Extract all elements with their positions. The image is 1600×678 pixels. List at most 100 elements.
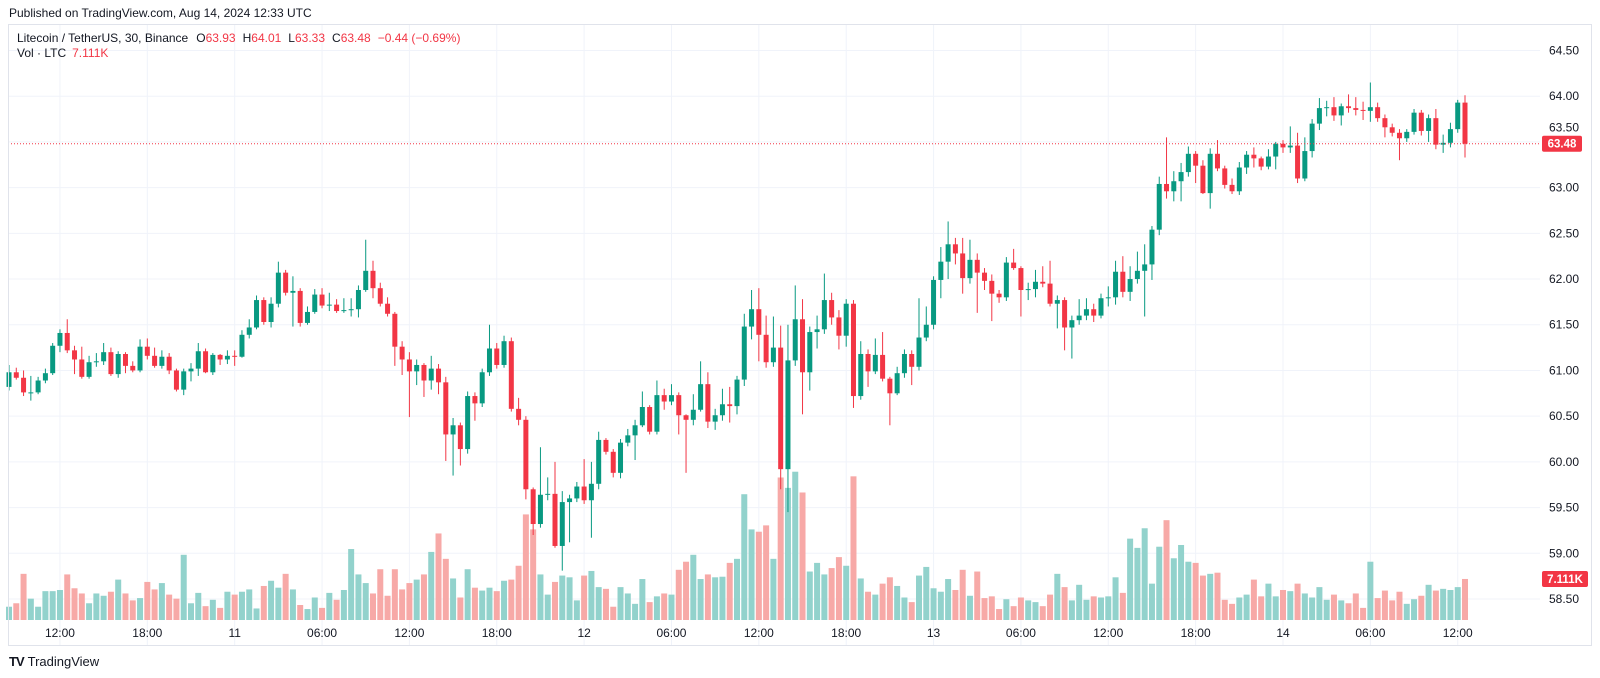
- candle-body: [1353, 108, 1359, 110]
- volume-bar: [217, 607, 224, 620]
- candle: [1091, 303, 1097, 322]
- volume-bar: [639, 579, 646, 620]
- candle-body: [428, 368, 434, 381]
- candle: [1324, 100, 1330, 117]
- candle-body: [1273, 143, 1279, 157]
- candle: [894, 366, 900, 396]
- candle-body: [712, 415, 718, 422]
- time-tick-label: 06:00: [307, 626, 337, 640]
- candle: [363, 239, 369, 292]
- candle: [290, 276, 296, 327]
- candle: [232, 350, 238, 366]
- volume-bar: [1272, 596, 1279, 620]
- candle-body: [661, 395, 667, 402]
- candle: [1222, 165, 1228, 189]
- volume-bar: [712, 577, 719, 620]
- current-price-label: 63.48: [1548, 139, 1577, 151]
- close-value: 63.48: [340, 31, 371, 45]
- volume-bar: [428, 551, 435, 620]
- candle-body: [967, 259, 973, 279]
- candle: [428, 355, 434, 390]
- volume-label[interactable]: Vol · LTC: [17, 46, 67, 60]
- candle-body: [130, 365, 136, 371]
- volume-bar: [151, 589, 158, 620]
- candle: [334, 299, 340, 313]
- close-label: C: [332, 31, 341, 45]
- candle: [122, 352, 128, 374]
- candle: [1200, 160, 1206, 195]
- volume-bar: [1374, 598, 1381, 620]
- volume-bar: [1425, 584, 1432, 620]
- candle: [1287, 126, 1293, 153]
- time-tick-label: 06:00: [1006, 626, 1036, 640]
- candle-body: [741, 326, 747, 380]
- volume-bar: [275, 587, 282, 620]
- candle: [494, 343, 500, 369]
- volume-bar: [1098, 597, 1104, 620]
- volume-bar: [522, 514, 529, 620]
- candle-body: [479, 372, 485, 404]
- candle: [1244, 151, 1250, 174]
- volume-bar: [1338, 600, 1345, 620]
- candle-body: [173, 370, 179, 390]
- candle: [377, 282, 383, 307]
- volume-bar: [1214, 572, 1221, 620]
- candle-body: [865, 353, 871, 372]
- volume-bar: [828, 568, 835, 620]
- candle: [785, 324, 791, 513]
- price-tick-label: 61.00: [1549, 363, 1579, 377]
- time-tick-label: 12:00: [1093, 626, 1123, 640]
- candle-body: [122, 353, 128, 366]
- volume-bar: [1236, 597, 1243, 620]
- candle: [530, 487, 536, 535]
- candle-body: [1375, 107, 1381, 119]
- candle-body: [734, 379, 740, 407]
- candle-body: [1207, 153, 1213, 194]
- candle: [1018, 266, 1024, 317]
- volume-bar: [1403, 603, 1410, 620]
- candle-body: [254, 300, 260, 328]
- time-tick-label: 12:00: [1443, 626, 1473, 640]
- candle-body: [275, 272, 281, 304]
- volume-bar: [821, 574, 828, 620]
- candle: [1360, 101, 1366, 120]
- candle-body: [181, 371, 187, 390]
- candle-body: [1091, 309, 1097, 316]
- volume-bar: [777, 477, 784, 620]
- time-tick-label: 12:00: [394, 626, 424, 640]
- candle-body: [1076, 315, 1082, 321]
- volume-bar: [1156, 546, 1163, 620]
- tradingview-branding[interactable]: TV TradingView: [9, 654, 99, 669]
- volume-bar: [479, 590, 486, 620]
- symbol-title[interactable]: Litecoin / TetherUS, 30, Binance: [17, 31, 189, 45]
- volume-bar: [238, 591, 245, 620]
- candle: [21, 370, 27, 397]
- candle: [399, 341, 405, 376]
- candle-body: [814, 329, 820, 333]
- candle: [1011, 248, 1017, 270]
- candle-body: [1455, 102, 1461, 130]
- candle-body: [1062, 300, 1068, 328]
- price-axis[interactable]: 64.50 64.00 63.50 63.00 62.50 62.00 61.50 61.00…: [1549, 44, 1579, 606]
- candle: [596, 431, 602, 490]
- time-axis[interactable]: 12:00 18:00 11 06:00 12:00 18:00 12 06:00 12:00 1…: [45, 626, 1473, 640]
- candle-body: [1083, 309, 1089, 316]
- volume-bar: [952, 589, 959, 620]
- candle-body: [1338, 106, 1344, 116]
- time-tick-label: 06:00: [656, 626, 686, 640]
- candle: [974, 253, 980, 313]
- volume-bar: [872, 594, 879, 620]
- candle-body: [581, 486, 587, 501]
- candle: [756, 288, 762, 362]
- candle: [1265, 149, 1271, 170]
- candle-body: [872, 354, 878, 372]
- candle-body: [1447, 129, 1453, 143]
- candle: [1054, 295, 1060, 329]
- candle: [1309, 119, 1315, 158]
- volume-bar: [202, 606, 209, 620]
- volume-bar: [1047, 594, 1054, 620]
- candle: [1178, 162, 1184, 202]
- volume-bar: [180, 554, 187, 620]
- volume-bar: [1221, 599, 1228, 620]
